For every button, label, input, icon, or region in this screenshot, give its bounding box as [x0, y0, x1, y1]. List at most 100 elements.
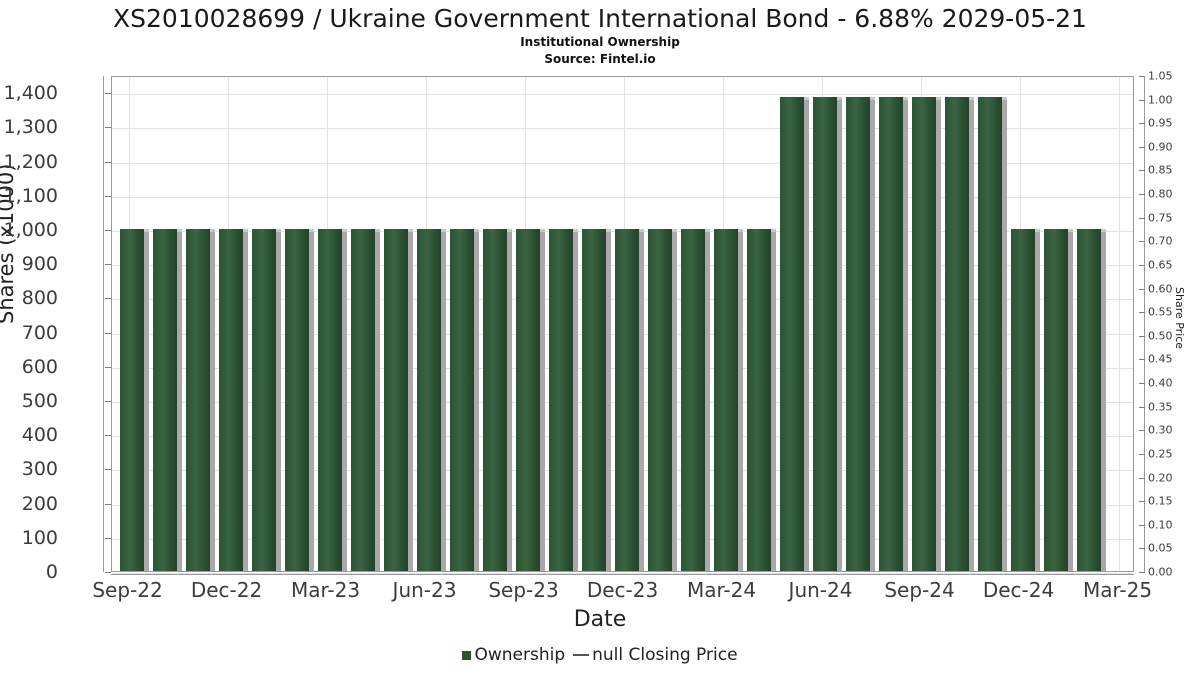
bar-shadow [903, 100, 908, 571]
x-axis-tick-label: Dec-22 [190, 578, 263, 602]
bar[interactable] [153, 229, 182, 571]
bar[interactable] [846, 97, 875, 571]
bar-shadow [243, 232, 248, 571]
bar-shadow [837, 100, 842, 571]
x-axis-tick-label: Dec-24 [982, 578, 1055, 602]
bar-shadow [639, 232, 644, 571]
y-axis-right-tick-mark [1139, 572, 1145, 573]
bar[interactable] [351, 229, 380, 571]
bar[interactable] [549, 229, 578, 571]
bar-body [483, 229, 507, 571]
bar[interactable] [648, 229, 677, 571]
bar-cap [804, 97, 809, 100]
chart-source: Source: Fintel.io [544, 52, 656, 66]
bar[interactable] [483, 229, 512, 571]
bar[interactable] [1011, 229, 1040, 571]
bar-cap [540, 229, 545, 232]
bar-body [879, 97, 903, 571]
bar-shadow [573, 232, 578, 571]
bar[interactable] [120, 229, 149, 571]
gridline-horizontal [112, 573, 1133, 574]
bar-body [945, 97, 969, 571]
bar[interactable] [285, 229, 314, 571]
y-axis-left-tick-label: 200 [21, 492, 58, 515]
y-axis-right-tick-label: 0.10 [1148, 518, 1173, 532]
y-axis-left-tick-mark [105, 230, 111, 231]
bar[interactable] [582, 229, 611, 571]
bar-shadow [969, 100, 974, 571]
y-axis-right-tick-label: 0.50 [1148, 329, 1173, 343]
y-axis-right-tick-label: 0.45 [1148, 352, 1173, 366]
bar-body [780, 97, 804, 571]
legend-price-line-icon [573, 654, 590, 656]
bar-shadow [408, 232, 413, 571]
bar[interactable] [978, 97, 1007, 571]
y-axis-left-tick-label: 300 [21, 458, 58, 481]
bar[interactable] [780, 97, 809, 571]
bar[interactable] [186, 229, 215, 571]
y-axis-right-tick-mark [1139, 525, 1145, 526]
bar[interactable] [384, 229, 413, 571]
y-axis-left-tick-label: 0 [45, 561, 58, 583]
bar[interactable] [945, 97, 974, 571]
y-axis-left-tick-mark [105, 401, 111, 402]
y-axis-left-tick-label: 900 [21, 253, 58, 276]
bar-cap [243, 229, 248, 232]
y-axis-left-tick-mark [105, 298, 111, 299]
y-axis-left-line [103, 76, 104, 572]
bar-body [219, 229, 243, 571]
bar[interactable] [516, 229, 545, 571]
legend-ownership-label[interactable]: Ownership [474, 645, 566, 665]
bar[interactable] [681, 229, 710, 571]
bar-body [417, 229, 441, 571]
bar-cap [507, 229, 512, 232]
y-axis-right-tick-mark [1139, 289, 1145, 290]
bar-body [1011, 229, 1035, 571]
bar-cap [1101, 229, 1106, 232]
bar[interactable] [1077, 229, 1106, 571]
y-axis-label-right: Share Price [1173, 287, 1186, 350]
bar[interactable] [219, 229, 248, 571]
bar-cap [276, 229, 281, 232]
bar[interactable] [318, 229, 347, 571]
y-axis-left-tick-label: 700 [21, 321, 58, 344]
bar[interactable] [450, 229, 479, 571]
bar-shadow [375, 232, 380, 571]
y-axis-left-tick-label: 600 [21, 355, 58, 378]
bar-body [318, 229, 342, 571]
y-axis-left-tick-label: 1,200 [3, 150, 58, 173]
page-title: XS2010028699 / Ukraine Government Intern… [113, 4, 1087, 33]
bar-cap [771, 229, 776, 232]
y-axis-right-tick-mark [1139, 76, 1145, 77]
bar-body [978, 97, 1002, 571]
bar-shadow [1002, 100, 1007, 571]
bar[interactable] [813, 97, 842, 571]
y-axis-right-tick-mark [1139, 383, 1145, 384]
legend-price-label[interactable]: null Closing Price [592, 645, 738, 665]
bar-shadow [606, 232, 611, 571]
bar-cap [210, 229, 215, 232]
y-axis-left-tick-label: 1,000 [3, 218, 58, 241]
bar[interactable] [417, 229, 446, 571]
chart-legend: Ownership null Closing Price [0, 645, 1200, 665]
bar-cap [441, 229, 446, 232]
gridline-vertical [1119, 77, 1120, 571]
bar[interactable] [747, 229, 776, 571]
bar[interactable] [252, 229, 281, 571]
bar[interactable] [714, 229, 743, 571]
bar[interactable] [615, 229, 644, 571]
y-axis-right-tick-label: 0.25 [1148, 447, 1173, 461]
bar-shadow [804, 100, 809, 571]
bar-shadow [177, 232, 182, 571]
bar[interactable] [1044, 229, 1073, 571]
x-axis-tick-label: Mar-24 [686, 578, 757, 602]
bar[interactable] [912, 97, 941, 571]
bar-cap [177, 229, 182, 232]
bar[interactable] [879, 97, 908, 571]
gridline-horizontal [112, 94, 1133, 95]
y-axis-left-tick-mark [105, 333, 111, 334]
bar-body [1077, 229, 1101, 571]
bar-shadow [1068, 232, 1073, 571]
y-axis-right-tick-mark [1139, 100, 1145, 101]
bar-shadow [474, 232, 479, 571]
